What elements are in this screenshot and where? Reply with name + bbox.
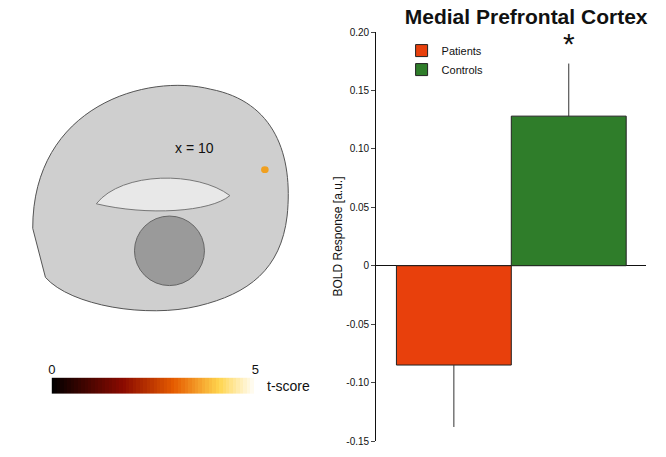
svg-text:0.20: 0.20	[350, 27, 370, 38]
svg-text:5: 5	[252, 362, 259, 377]
svg-text:*: *	[563, 27, 575, 60]
svg-text:0.15: 0.15	[350, 85, 370, 96]
svg-text:x = 10: x = 10	[175, 140, 214, 156]
svg-text:0.05: 0.05	[350, 202, 370, 213]
svg-text:t-score: t-score	[267, 378, 310, 394]
svg-text:0: 0	[48, 362, 55, 377]
svg-text:0: 0	[364, 260, 370, 271]
svg-text:-0.05: -0.05	[346, 319, 369, 330]
svg-text:BOLD Response [a.u.]: BOLD Response [a.u.]	[331, 176, 345, 296]
svg-text:Patients: Patients	[442, 45, 482, 57]
svg-text:Medial Prefrontal Cortex: Medial Prefrontal Cortex	[405, 5, 648, 28]
svg-text:-0.15: -0.15	[346, 436, 369, 447]
svg-text:0.10: 0.10	[350, 143, 370, 154]
svg-text:Controls: Controls	[442, 64, 483, 76]
svg-text:-0.10: -0.10	[346, 377, 369, 388]
